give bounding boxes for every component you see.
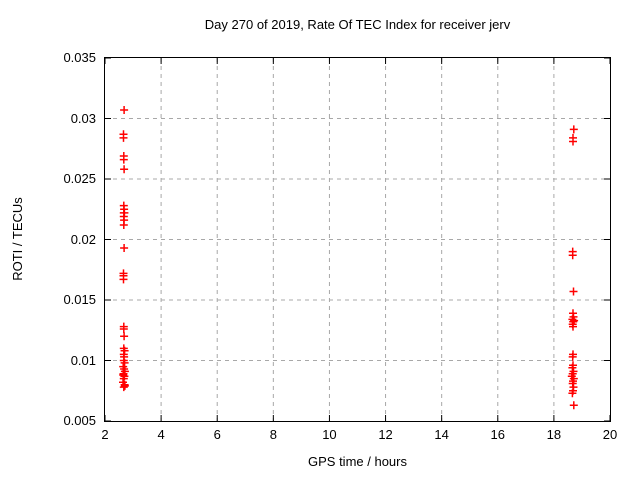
x-tick-label: 12 [378, 427, 393, 442]
scatter-points [119, 106, 579, 410]
y-tick-label: 0.015 [63, 292, 96, 307]
y-tick-label: 0.03 [70, 110, 96, 126]
chart-title: Day 270 of 2019, Rate Of TEC Index for r… [204, 17, 511, 32]
x-tick-label: 4 [157, 427, 165, 442]
y-tick-label: 0.035 [63, 50, 96, 65]
x-tick-label: 6 [213, 427, 221, 442]
x-tick-label: 2 [101, 427, 109, 442]
plot-area [104, 57, 611, 422]
x-tick-label: 8 [269, 427, 277, 442]
x-tick-label: 20 [602, 427, 618, 442]
y-axis-label: ROTI / TECUs [10, 197, 25, 281]
x-axis-label: GPS time / hours [308, 454, 407, 469]
y-tick-label: 0.005 [63, 413, 96, 428]
y-tick-label: 0.02 [70, 231, 96, 247]
y-tick-label: 0.01 [70, 352, 96, 368]
x-tick-label: 10 [322, 427, 337, 442]
x-tick-label: 18 [546, 427, 562, 442]
chart-svg [105, 58, 610, 421]
x-tick-label: 14 [434, 427, 449, 442]
x-tick-label: 16 [490, 427, 505, 442]
y-tick-label: 0.025 [63, 171, 96, 186]
